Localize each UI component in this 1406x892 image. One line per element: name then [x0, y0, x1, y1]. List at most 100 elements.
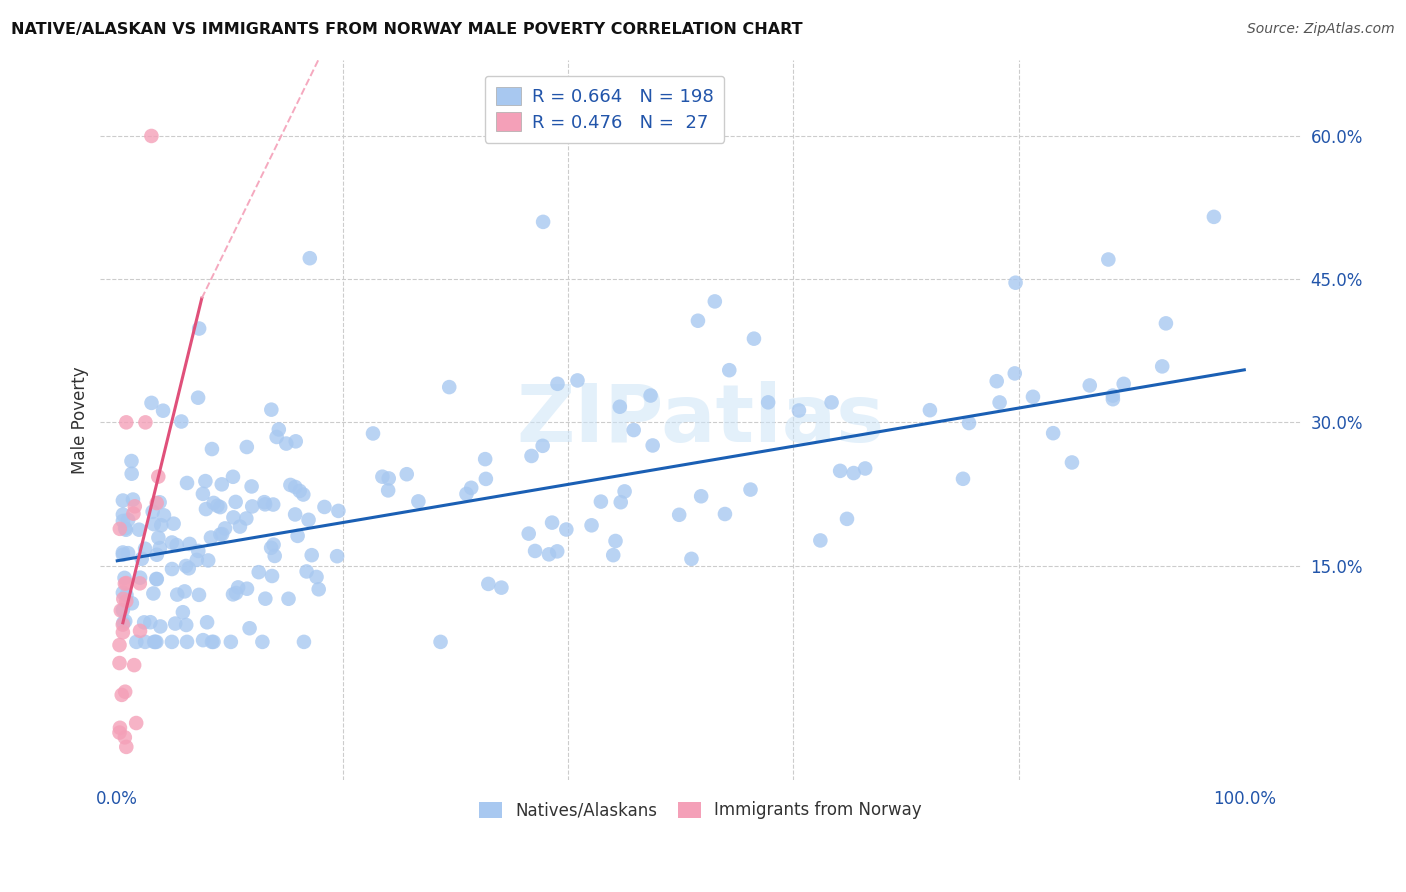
- Point: [475, 472, 498, 486]
- Point: [686, 314, 709, 328]
- Point: [287, 529, 309, 543]
- Point: [808, 533, 831, 548]
- Point: [555, 523, 578, 537]
- Point: [456, 487, 478, 501]
- Point: [605, 533, 627, 548]
- Point: [842, 466, 865, 480]
- Point: [1097, 252, 1119, 267]
- Point: [172, 605, 194, 619]
- Point: [114, 731, 136, 745]
- Point: [226, 581, 249, 595]
- Point: [1154, 317, 1177, 331]
- Point: [145, 635, 167, 649]
- Point: [191, 633, 214, 648]
- Point: [142, 517, 165, 532]
- Point: [148, 469, 170, 483]
- Point: [197, 553, 219, 567]
- Point: [377, 471, 399, 485]
- Point: [207, 499, 229, 513]
- Point: [957, 416, 980, 430]
- Point: [222, 587, 245, 601]
- Point: [1102, 392, 1125, 407]
- Point: [520, 449, 543, 463]
- Point: [229, 519, 252, 533]
- Point: [1042, 426, 1064, 441]
- Point: [152, 403, 174, 417]
- Point: [173, 584, 195, 599]
- Point: [328, 504, 350, 518]
- Point: [149, 541, 172, 555]
- Point: [295, 565, 318, 579]
- Point: [201, 442, 224, 456]
- Point: [141, 396, 163, 410]
- Point: [111, 548, 134, 562]
- Point: [115, 588, 138, 602]
- Point: [288, 483, 311, 498]
- Point: [668, 508, 690, 522]
- Point: [641, 438, 664, 452]
- Point: [284, 508, 307, 522]
- Point: [460, 481, 482, 495]
- Point: [292, 635, 315, 649]
- Point: [201, 635, 224, 649]
- Point: [263, 538, 285, 552]
- Point: [477, 577, 499, 591]
- Point: [125, 716, 148, 731]
- Point: [1004, 276, 1026, 290]
- Point: [187, 391, 209, 405]
- Text: Source: ZipAtlas.com: Source: ZipAtlas.com: [1247, 22, 1395, 37]
- Point: [408, 494, 430, 508]
- Point: [918, 403, 941, 417]
- Point: [742, 332, 765, 346]
- Point: [537, 547, 560, 561]
- Point: [298, 251, 321, 265]
- Point: [225, 586, 247, 600]
- Point: [395, 467, 418, 482]
- Point: [567, 373, 589, 387]
- Point: [623, 423, 645, 437]
- Point: [1152, 359, 1174, 374]
- Point: [114, 576, 136, 591]
- Point: [718, 363, 741, 377]
- Point: [166, 538, 188, 552]
- Point: [128, 576, 150, 591]
- Point: [150, 518, 173, 533]
- Point: [260, 569, 283, 583]
- Point: [122, 658, 145, 673]
- Point: [266, 430, 288, 444]
- Point: [491, 581, 513, 595]
- Point: [681, 552, 703, 566]
- Point: [145, 496, 167, 510]
- Point: [194, 474, 217, 488]
- Point: [111, 617, 134, 632]
- Point: [160, 535, 183, 549]
- Point: [609, 400, 631, 414]
- Point: [111, 545, 134, 559]
- Point: [314, 500, 336, 514]
- Point: [952, 472, 974, 486]
- Point: [191, 487, 214, 501]
- Point: [988, 395, 1011, 409]
- Point: [114, 684, 136, 698]
- Point: [209, 527, 232, 541]
- Point: [835, 512, 858, 526]
- Point: [474, 452, 496, 467]
- Point: [139, 615, 162, 630]
- Point: [986, 374, 1008, 388]
- Point: [122, 492, 145, 507]
- Point: [146, 548, 169, 562]
- Point: [305, 570, 328, 584]
- Point: [714, 507, 737, 521]
- Point: [239, 621, 262, 635]
- Point: [277, 591, 299, 606]
- Point: [280, 478, 302, 492]
- Point: [202, 635, 225, 649]
- Point: [149, 495, 172, 509]
- Point: [640, 388, 662, 402]
- Point: [756, 395, 779, 409]
- Point: [284, 480, 307, 494]
- Point: [112, 591, 135, 606]
- Point: [546, 544, 568, 558]
- Point: [263, 549, 285, 563]
- Point: [129, 571, 152, 585]
